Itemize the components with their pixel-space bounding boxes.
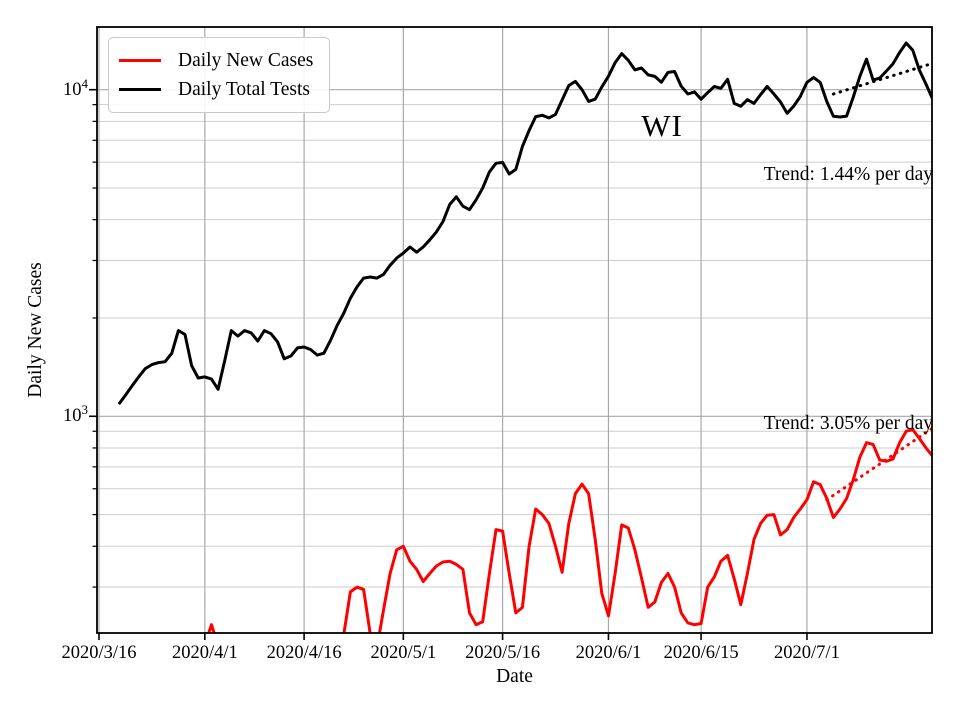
x-tick-label: 2020/5/16 <box>465 643 541 663</box>
y-axis-title: Daily New Cases <box>25 262 46 398</box>
daily-new-cases-line <box>342 428 932 633</box>
x-tick-label: 2020/6/1 <box>575 643 642 663</box>
x-tick-label: 2020/3/16 <box>61 643 137 663</box>
legend-line-sample-red <box>119 58 161 63</box>
x-tick-label: 2020/5/1 <box>370 643 437 663</box>
legend-line-sample-black <box>119 87 161 92</box>
cases-trend-annotation: Trend: 3.05% per day <box>763 413 933 434</box>
daily-new-cases-line <box>207 623 216 633</box>
x-axis-title: Date <box>496 666 533 687</box>
y-tick-label: 104 <box>63 75 88 100</box>
state-annotation: WI <box>641 108 683 143</box>
legend-label-daily-total-tests: Daily Total Tests <box>178 78 310 100</box>
legend-label-daily-new-cases: Daily New Cases <box>178 49 314 71</box>
daily-total-tests-line <box>117 41 932 406</box>
tests-trend-annotation: Trend: 1.44% per day <box>763 164 933 185</box>
plot-border <box>96 26 933 634</box>
legend-entry-daily-new-cases: Daily New Cases <box>119 46 313 75</box>
legend: Daily New Cases Daily Total Tests <box>108 37 331 113</box>
x-tick-label: 2020/6/15 <box>663 643 739 663</box>
legend-entry-daily-total-tests: Daily Total Tests <box>119 75 313 104</box>
x-tick-label: 2020/4/1 <box>171 643 238 663</box>
y-tick-label: 103 <box>63 402 88 427</box>
cases-trend-line <box>825 426 932 502</box>
x-tick-label: 2020/4/16 <box>266 643 342 663</box>
x-tick-label: 2020/7/1 <box>774 643 840 663</box>
